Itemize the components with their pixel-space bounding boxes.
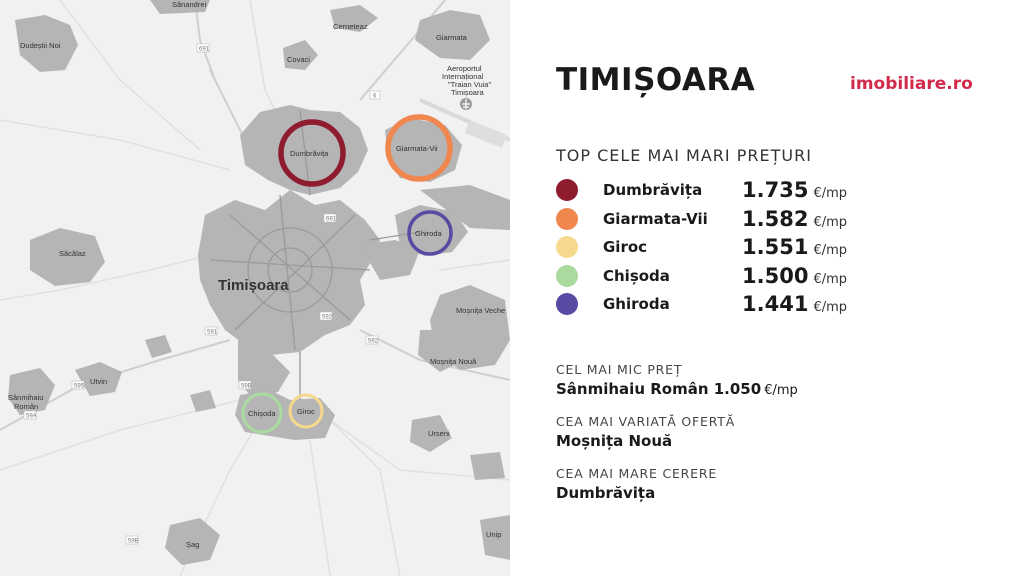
color-dot-icon bbox=[556, 236, 578, 259]
place-label: Unip bbox=[486, 530, 501, 539]
marker-label: Chișoda bbox=[248, 409, 276, 418]
road-number: 6 bbox=[373, 94, 377, 100]
area-name: Giroc bbox=[603, 238, 648, 257]
marker-circle-chisoda[interactable] bbox=[241, 392, 283, 434]
road-number: 595 bbox=[74, 384, 85, 390]
highest-demand-stat: CEA MAI MARE CERERE Dumbrăvița bbox=[556, 466, 717, 502]
brand-logo[interactable]: imobiliare.ro bbox=[850, 74, 973, 94]
road-number: 591 bbox=[207, 330, 218, 336]
map-area[interactable]: 691 691 6 592 591 592 59B 595 59A 59B Sâ… bbox=[0, 0, 510, 576]
place-label: Moșnița Veche bbox=[456, 306, 505, 315]
place-label: Aeroportul bbox=[447, 64, 482, 73]
road-number: 592 bbox=[368, 339, 379, 345]
place-label: Șag bbox=[186, 540, 199, 549]
place-label: Timișoara bbox=[451, 88, 484, 97]
price-value: 1.551 €/mp bbox=[742, 235, 848, 260]
lowest-price-stat: CEL MAI MIC PREȚ Sânmihaiu Român 1.050 €/… bbox=[556, 362, 798, 398]
road-number: 59B bbox=[128, 539, 139, 545]
price-value: 1.441 €/mp bbox=[742, 292, 848, 317]
place-label: Urseni bbox=[428, 429, 450, 438]
place-label: Moșnița Nouă bbox=[430, 357, 477, 366]
place-label: Săcălaz bbox=[59, 249, 86, 258]
price-ranking-list: Dumbrăvița 1.735 €/mp Giarmata-Vii 1.582 €… bbox=[556, 176, 976, 319]
marker-circle-giarmata-vii[interactable] bbox=[385, 114, 453, 182]
price-value: 1.582 €/mp bbox=[742, 206, 848, 231]
ranking-row: Dumbrăvița 1.735 €/mp bbox=[556, 176, 976, 205]
ranking-row: Giarmata-Vii 1.582 €/mp bbox=[556, 205, 976, 234]
stat-label: CEA MAI MARE CERERE bbox=[556, 466, 718, 481]
price-value: 1.500 €/mp bbox=[742, 263, 848, 288]
place-label: Covaci bbox=[287, 55, 310, 64]
ranking-row: Chișoda 1.500 €/mp bbox=[556, 262, 976, 291]
road-number: 59A bbox=[26, 414, 37, 420]
color-dot-icon bbox=[556, 293, 578, 316]
road-number: 691 bbox=[326, 217, 337, 223]
city-map-label: Timișoara bbox=[218, 277, 289, 294]
marker-label: Giarmata-Vii bbox=[396, 144, 438, 153]
place-label: Cerneteaz bbox=[333, 22, 368, 31]
ranking-row: Giroc 1.551 €/mp bbox=[556, 233, 976, 262]
varied-offer-stat: CEA MAI VARIATĂ OFERTĂ Moșnița Nouă bbox=[556, 414, 735, 450]
stat-label: CEA MAI VARIATĂ OFERTĂ bbox=[556, 414, 736, 429]
marker-label: Dumbrăvița bbox=[290, 149, 329, 158]
place-label: Sânmihaiu bbox=[8, 393, 43, 402]
place-label: "Traian Vuia" bbox=[448, 80, 491, 89]
place-label: Giarmata bbox=[436, 33, 468, 42]
marker-label: Ghiroda bbox=[415, 229, 443, 238]
place-label: Sânandrei bbox=[172, 0, 207, 9]
color-dot-icon bbox=[556, 264, 578, 287]
road-number: 59B bbox=[241, 384, 252, 390]
airport-icon bbox=[460, 98, 472, 110]
map-canvas: 691 691 6 592 591 592 59B 595 59A 59B Sâ… bbox=[0, 0, 510, 576]
color-dot-icon bbox=[556, 179, 578, 202]
page-title: TIMIȘOARA bbox=[556, 62, 756, 98]
place-label: Internațional bbox=[442, 72, 484, 81]
stat-value: Moșnița Nouă bbox=[556, 432, 673, 450]
stat-value: Dumbrăvița bbox=[556, 484, 656, 502]
top-prices-title: TOP CELE MAI MARI PREȚURI bbox=[556, 146, 812, 165]
marker-circle-dumbravita[interactable] bbox=[278, 119, 346, 187]
stat-value: Sânmihaiu Român 1.050 €/mp bbox=[556, 380, 798, 398]
stat-label: CEL MAI MIC PREȚ bbox=[556, 362, 683, 377]
place-label: Utvin bbox=[90, 377, 107, 386]
road-number: 691 bbox=[199, 47, 210, 53]
marker-circle-giroc[interactable] bbox=[288, 393, 324, 429]
price-value: 1.735 €/mp bbox=[742, 178, 848, 203]
color-dot-icon bbox=[556, 207, 578, 230]
place-label: Dudeștii Noi bbox=[20, 41, 61, 50]
area-name: Ghiroda bbox=[603, 295, 670, 314]
area-name: Giarmata-Vii bbox=[603, 209, 708, 228]
area-name: Chișoda bbox=[603, 266, 670, 285]
marker-circle-ghiroda[interactable] bbox=[407, 210, 453, 256]
marker-label: Giroc bbox=[297, 407, 315, 416]
road-number: 592 bbox=[322, 315, 333, 321]
ranking-row: Ghiroda 1.441 €/mp bbox=[556, 290, 976, 319]
info-panel: TIMIȘOARA imobiliare.ro TOP CELE MAI MAR… bbox=[510, 0, 1024, 576]
place-label: Român bbox=[14, 402, 38, 411]
area-name: Dumbrăvița bbox=[603, 181, 703, 200]
